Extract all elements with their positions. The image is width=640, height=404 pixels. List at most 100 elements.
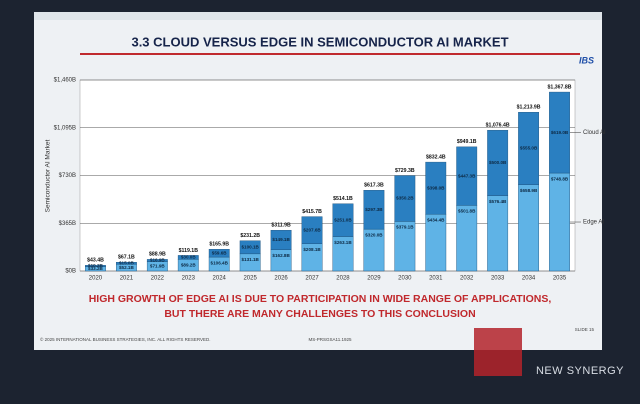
bar-segment [518,184,540,272]
y-tick-label: $1,460B [54,78,76,84]
bar-segment [394,175,416,222]
segment-label: $447.3B [458,173,476,178]
segment-label: $320.0B [365,232,383,237]
total-label: $165.9B [209,242,229,248]
x-tick-label: 2023 [182,276,196,282]
total-label: $1,367.8B [548,84,572,90]
total-label: $67.1B [118,255,135,261]
segment-label: $501.8B [458,209,476,214]
segment-label: $208.1B [303,247,321,252]
segment-label: $398.0B [427,185,445,190]
total-label: $1,213.9B [517,105,541,111]
segment-label: $619.0B [551,130,569,135]
total-label: $231.2B [240,233,260,239]
segment-label: $434.4B [427,217,445,222]
x-tick-label: 2028 [336,276,350,282]
watermark: NEW SYNERGY [536,365,624,377]
segment-label: $71.9B [150,264,165,269]
y-tick-label: $730B [59,173,76,179]
y-tick-label: $1,095B [54,125,76,131]
x-tick-label: 2029 [367,276,381,282]
total-label: $729.3B [395,168,415,174]
x-tick-label: 2031 [429,276,443,282]
x-tick-label: 2021 [120,276,134,282]
bar-segment [363,190,385,230]
segment-label: $379.1B [396,225,414,230]
segment-label: $162.8B [272,253,290,258]
segment-label: $576.4B [489,199,507,204]
segment-label: $149.1B [272,237,290,242]
message-line: BUT THERE ARE MANY CHALLENGES TO THIS CO… [164,308,475,320]
doc-code: MS-PRSGSA11.1925 [309,337,352,342]
title-rule [80,53,580,55]
total-label: $88.9B [149,252,166,258]
total-label: $311.9B [271,223,291,229]
x-tick-label: 2032 [460,276,474,282]
segment-label: $10.2B [88,263,103,268]
x-tick-label: 2026 [274,276,288,282]
total-label: $415.7B [302,209,322,215]
x-tick-label: 2030 [398,276,412,282]
segment-label: $263.1B [334,240,352,245]
bar-segment [487,129,509,196]
x-tick-label: 2025 [243,276,257,282]
bar-segment [456,205,478,272]
segment-label: $106.4B [211,260,229,265]
total-label: $617.3B [364,183,384,189]
segment-label: $89.2B [181,262,196,267]
segment-label: $52.1B [119,265,134,270]
bar-segment [115,262,137,265]
segment-label: $16.9B [150,258,165,263]
bar-segment [85,265,106,267]
copyright: © 2025 INTERNATIONAL BUSINESS STRATEGIES… [40,336,211,342]
bar-segment [301,216,323,244]
segment-label: $33.2B [88,266,103,271]
segment-label: $100.1B [241,245,259,250]
segment-label: $131.1B [241,257,259,262]
legend-label: Edge AI [583,220,604,226]
total-label: $832.4B [426,154,446,160]
segment-label: $15.0B [119,260,134,265]
y-tick-label: $365B [59,221,76,227]
bar-segment [549,172,570,272]
bar-segment [425,161,447,215]
segment-label: $297.3B [365,207,383,212]
total-label: $119.1B [179,248,199,254]
total-label: $514.1B [333,196,353,202]
x-tick-label: 2034 [522,276,536,282]
bar-segment [208,249,230,258]
slide-top-band [34,12,602,20]
x-tick-label: 2033 [491,276,505,282]
x-tick-label: 2027 [305,276,319,282]
bar-segment [487,195,509,272]
segment-label: $251.0B [334,217,352,222]
segment-label: $748.8B [551,176,569,181]
bar-segment [425,213,447,272]
segment-label: $500.0B [489,160,507,165]
chart-title: 3.3 CLOUD VERSUS EDGE IN SEMICONDUCTOR A… [131,34,508,49]
logo: IBS [579,55,594,65]
legend-label: Cloud AI [583,130,606,136]
bar-segment [239,240,261,255]
bar-segment [332,203,354,237]
y-axis-label: Semiconductor AI Market [45,140,52,213]
bar-segment [270,229,292,250]
y-tick-label: $0B [65,269,76,275]
total-label: $43.4B [87,258,104,264]
message-line: HIGH GROWTH OF EDGE AI IS DUE TO PARTICI… [89,293,552,305]
segment-label: $658.9B [520,188,538,193]
total-label: $1,076.4B [486,123,510,129]
segment-label: $555.0B [520,146,538,151]
segment-label: $207.6B [303,227,321,232]
segment-label: $30.0B [181,255,196,260]
bar-segment [456,146,478,206]
bar-segment [177,255,199,260]
x-tick-label: 2020 [89,276,103,282]
bar-segment [518,111,540,186]
segment-label: $350.2B [396,196,414,201]
segment-label: $59.6B [212,250,227,255]
slide-number: SLIDE 15 [575,327,595,332]
x-tick-label: 2022 [151,276,165,282]
